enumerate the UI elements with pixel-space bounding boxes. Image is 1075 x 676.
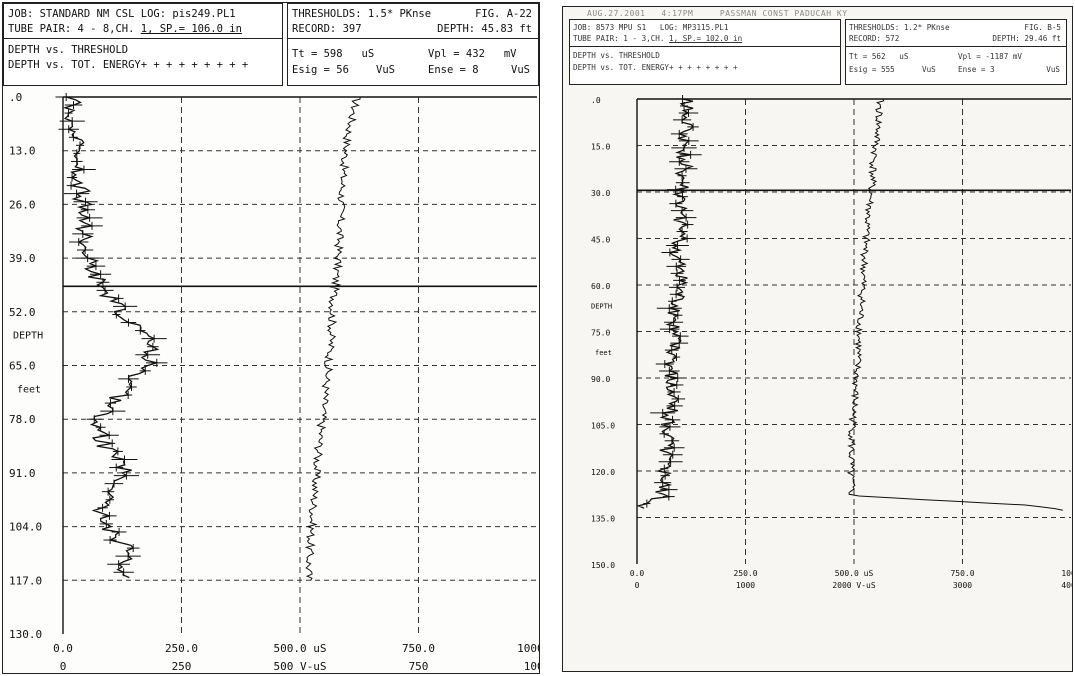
header-left-a: JOB: STANDARD NM CSL LOG: pis249.PL1 TUB… <box>3 3 283 86</box>
job-label: JOB: STANDARD NM CSL <box>8 8 135 20</box>
x-tick-label-top: 750.0 <box>402 642 435 655</box>
threshold-series-line <box>304 96 361 581</box>
x-tick-label-bottom: 0 <box>635 581 640 590</box>
x-tick-label-bottom: 3000 <box>953 581 972 590</box>
x-tick-label-bottom: 2000 V-uS <box>832 581 876 590</box>
tube-pair-channel: 1, SP.= 106.0 in <box>140 23 242 35</box>
x-tick-label-top: 500.0 uS <box>274 642 327 655</box>
x-tick-label-bottom: 250 <box>172 660 192 673</box>
y-axis-label: DEPTH <box>13 331 43 342</box>
esig-unit: VuS <box>376 64 395 76</box>
y-tick-label: 130.0 <box>9 628 42 641</box>
y-tick-label: 60.0 <box>591 282 610 291</box>
header-right-b: THRESHOLDS: 1.2* PKnse FIG. B-5 RECORD: … <box>845 19 1067 85</box>
thresholds-label: THRESHOLDS: 1.2* PKnse <box>849 23 950 32</box>
series-threshold-label: DEPTH vs. THRESHOLD <box>8 44 129 56</box>
y-tick-label: .0 <box>9 91 22 104</box>
tube-pair-channel: 1, SP.= 102.0 in <box>669 34 743 43</box>
esig-unit: VuS <box>922 65 936 74</box>
x-tick-label-bottom: 750 <box>409 660 429 673</box>
y-tick-label: 117.0 <box>9 574 42 587</box>
x-tick-label-top: 750.0 <box>950 569 974 578</box>
header-right-a: THRESHOLDS: 1.5* PKnse FIG. A-22 RECORD:… <box>287 3 539 86</box>
plot-area-b: .0 15.0 30.0 45.0 60.0 75.0 90.0 105.0 120.0 135.… <box>591 95 1073 590</box>
y-tick-label: 91.0 <box>9 467 36 480</box>
figure-number: FIG. B-5 <box>1024 23 1061 32</box>
series-energy-label: DEPTH vs. TOT. ENERGY <box>8 59 141 71</box>
x-tick-label-bottom: 1000 <box>736 581 755 590</box>
plot-area-a: .0 13.0 26.0 39.0 52.0 65.0 78.0 91.0 104.0 117.0… <box>9 91 540 673</box>
header-left-b: JOB: 8573 MPU S1 LOG: MP3115.PL1 TUBE PA… <box>569 19 841 85</box>
y-tick-label: 45.0 <box>591 236 610 245</box>
series-energy-marker: + + + + + + + + + <box>140 59 249 71</box>
y-tick-label: .0 <box>591 96 601 105</box>
thresholds-label: THRESHOLDS: 1.5* PKnse <box>292 8 432 20</box>
job-label: JOB: 8573 MPU S1 <box>573 23 647 32</box>
x-tick-label-top: 1000 <box>1061 569 1073 578</box>
record-label: RECORD: 397 <box>292 23 362 35</box>
y-tick-label: 65.0 <box>9 360 36 373</box>
header-divider <box>288 38 538 40</box>
y-tick-label: 52.0 <box>9 306 36 319</box>
ense-unit: VuS <box>511 64 530 76</box>
series-threshold-label: DEPTH vs. THRESHOLD <box>573 51 660 60</box>
esig-readout: Esig = 555 <box>849 65 895 74</box>
log-label: LOG: MP3115.PL1 <box>659 23 729 32</box>
x-tick-label-top: 1000.0 <box>517 642 540 655</box>
record-label: RECORD: 572 <box>849 34 900 43</box>
energy-series-line <box>636 98 695 509</box>
vpl-readout: Vpl = -1187 mV <box>958 52 1023 61</box>
y-tick-label: 39.0 <box>9 252 36 265</box>
esig-readout: Esig = 56 <box>292 64 349 76</box>
series-energy-marker: + + + + + + + + <box>669 63 738 72</box>
y-tick-label: 104.0 <box>9 521 42 534</box>
y-tick-label: 15.0 <box>591 143 610 152</box>
figure-number: FIG. A-22 <box>475 8 532 20</box>
header-divider <box>846 46 1066 48</box>
y-tick-label: 26.0 <box>9 198 36 211</box>
energy-series-line <box>62 96 160 579</box>
y-tick-label: 105.0 <box>591 422 615 431</box>
x-tick-label-top: 0.0 <box>53 642 73 655</box>
y-axis-unit: feet <box>595 349 612 357</box>
y-axis-label: DEPTH <box>591 302 612 310</box>
ense-readout: Ense = 8 <box>428 64 479 76</box>
tube-pair-label: TUBE PAIR: 4 - 8,CH. <box>8 23 135 35</box>
x-tick-label-top: 0.0 <box>630 569 645 578</box>
tt-readout: Tt = 598 uS <box>292 48 375 60</box>
ense-unit: VuS <box>1046 65 1060 74</box>
y-tick-label: 90.0 <box>591 375 610 384</box>
y-axis-unit: feet <box>17 384 41 395</box>
threshold-series-line <box>846 98 1063 511</box>
fax-stamp: AUG.27.2001 4:17PM PASSMAN CONST PADUCAH… <box>587 9 848 18</box>
x-tick-label-top: 250.0 <box>165 642 198 655</box>
series-energy-label: DEPTH vs. TOT. ENERGY <box>573 63 670 72</box>
depth-readout: DEPTH: 29.46 ft <box>992 34 1061 43</box>
ense-readout: Ense = 3 <box>958 65 995 74</box>
x-tick-label-bottom: 4000 <box>1061 581 1073 590</box>
y-tick-label: 120.0 <box>591 468 615 477</box>
x-tick-label-top: 250.0 <box>733 569 757 578</box>
vpl-readout: Vpl = 432 mV <box>428 48 517 60</box>
header-divider <box>570 46 840 48</box>
y-tick-label: 135.0 <box>591 515 615 524</box>
x-tick-label-bottom: 500 V-uS <box>274 660 327 673</box>
csl-log-panel-a: JOB: STANDARD NM CSL LOG: pis249.PL1 TUB… <box>2 2 540 674</box>
csl-log-panel-b: AUG.27.2001 4:17PM PASSMAN CONST PADUCAH… <box>562 6 1073 672</box>
x-tick-label-bottom: 1000 <box>524 660 540 673</box>
log-label: LOG: pis249.PL1 <box>140 8 236 20</box>
depth-readout: DEPTH: 45.83 ft <box>437 23 532 35</box>
y-tick-label: 150.0 <box>591 561 615 570</box>
header-divider <box>4 38 282 40</box>
y-tick-label: 30.0 <box>591 189 610 198</box>
y-tick-label: 75.0 <box>591 329 610 338</box>
y-tick-label: 78.0 <box>9 413 36 426</box>
tube-pair-label: TUBE PAIR: 1 - 3,CH. <box>573 34 665 43</box>
tt-readout: Tt = 562 uS <box>849 52 909 61</box>
x-tick-label-bottom: 0 <box>60 660 67 673</box>
y-tick-label: 13.0 <box>9 145 36 158</box>
x-tick-label-top: 500.0 uS <box>835 569 874 578</box>
